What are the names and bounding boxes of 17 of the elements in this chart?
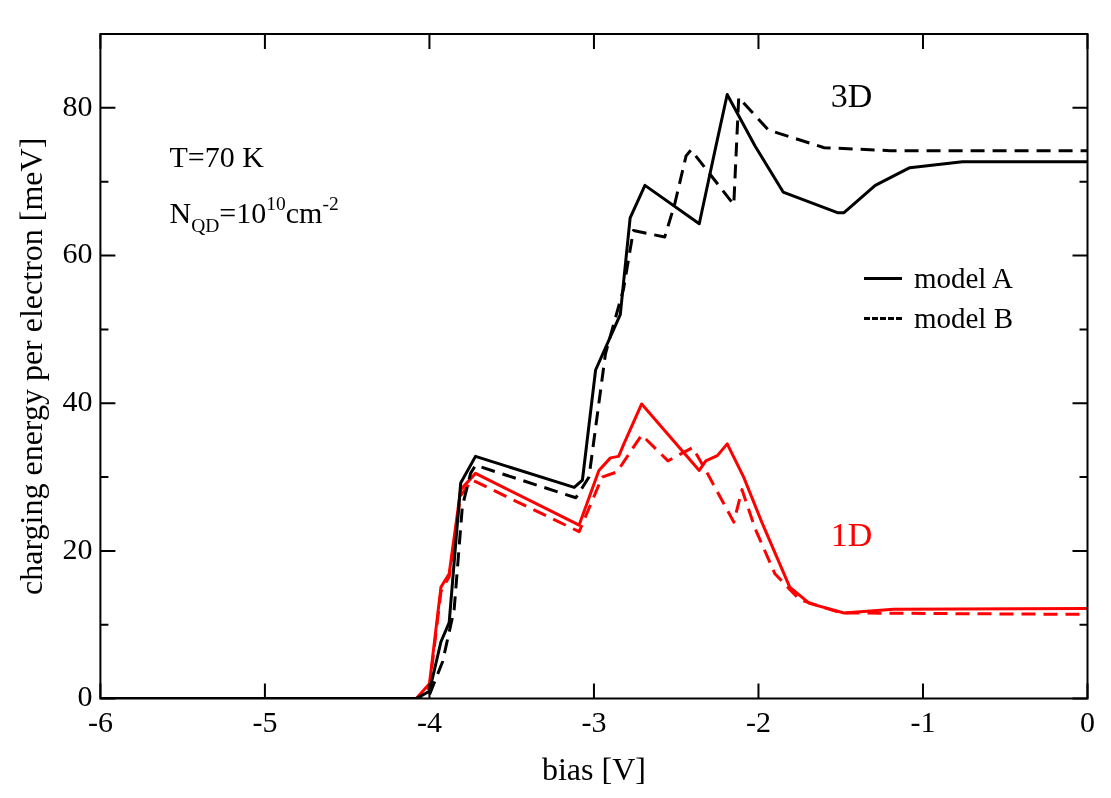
- annotation: 1D: [830, 515, 873, 553]
- x-axis-title: bias [V]: [541, 751, 646, 788]
- y-tick-label: 60: [62, 236, 93, 270]
- annotation: 3D: [830, 77, 873, 115]
- y-axis-title: charging energy per electron [meV]: [12, 137, 49, 595]
- x-tick-label: -2: [745, 705, 771, 739]
- y-tick-label: 20: [62, 531, 93, 565]
- y-tick-label: 40: [62, 384, 93, 418]
- annotation: T=70 K: [169, 139, 265, 173]
- x-tick-label: 0: [1080, 705, 1095, 739]
- x-tick-label: -3: [581, 705, 607, 739]
- y-tick-label: 80: [62, 88, 93, 122]
- x-tick-label: -5: [252, 705, 278, 739]
- x-tick-label: -1: [910, 705, 936, 739]
- legend-label: model B: [913, 301, 1013, 336]
- x-tick-label: -4: [416, 705, 442, 739]
- legend-label: model A: [913, 261, 1013, 296]
